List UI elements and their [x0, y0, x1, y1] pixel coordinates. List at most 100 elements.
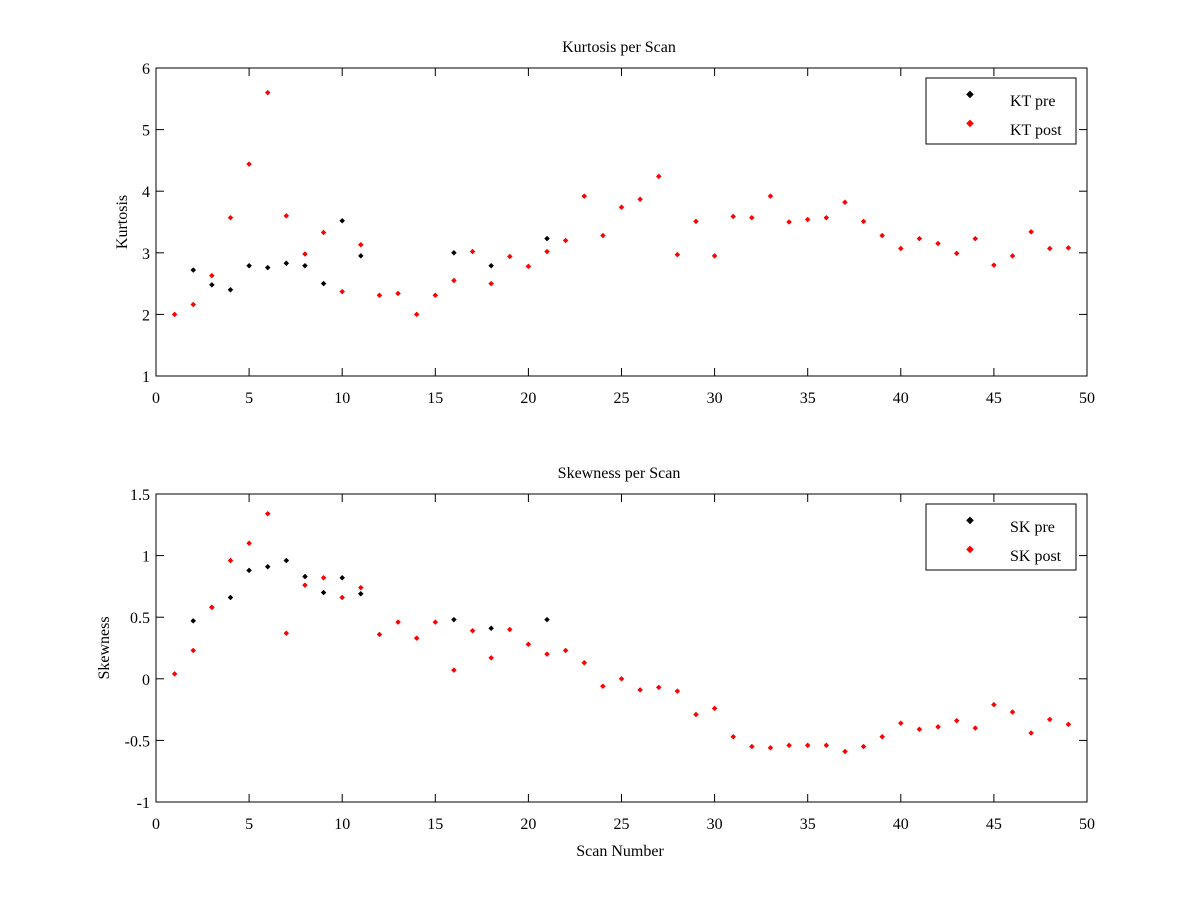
kurtosis-post-point — [693, 218, 699, 225]
skewness-post-point — [488, 655, 495, 661]
kurtosis-x-tick-label: 30 — [707, 390, 723, 407]
skewness-post-point — [953, 717, 960, 724]
kurtosis-post-point — [190, 301, 197, 308]
skewness-pre-point — [302, 573, 308, 580]
skewness-ticks — [155, 493, 1088, 803]
kurtosis-legend: ◆ KT pre ◆ KT post — [925, 77, 1077, 145]
skewness-x-axis-label: Scan Number — [576, 843, 664, 860]
skewness-legend-label-pre: SK pre — [1010, 519, 1055, 536]
skewness-post-point — [283, 630, 290, 637]
kurtosis-post-point — [860, 218, 867, 225]
kurtosis-post-point — [1065, 245, 1072, 251]
skewness-post-point — [842, 748, 848, 755]
skewness-y-tick-label: 0 — [142, 672, 150, 689]
skewness-legend-marker-post: ◆ — [966, 544, 974, 555]
kurtosis-y-axis-label: Kurtosis — [114, 195, 131, 249]
skewness-post-point — [1028, 730, 1034, 736]
kurtosis-x-tick-label: 10 — [334, 390, 350, 407]
kurtosis-post-point — [953, 250, 960, 257]
skewness-x-tick-labels: 0 5 10 15 20 25 30 35 40 45 50 — [152, 816, 1095, 833]
skewness-y-tick-label: 1.5 — [130, 487, 150, 504]
skewness-legend-box — [925, 503, 1077, 571]
kurtosis-post-point — [320, 229, 327, 236]
skewness-post-point — [991, 701, 997, 708]
kurtosis-legend-label-post: KT post — [1010, 122, 1062, 139]
kurtosis-post-point — [972, 235, 979, 242]
skewness-y-tick-label: 1 — [142, 549, 150, 566]
kurtosis-pre-point — [357, 253, 364, 259]
skewness-post-point — [767, 744, 774, 751]
skewness-post-point — [1065, 721, 1072, 728]
skewness-post-point — [451, 667, 457, 674]
skewness-y-tick-label: -0.5 — [125, 733, 150, 750]
kurtosis-pre-point — [451, 249, 457, 256]
kurtosis-post-point — [451, 277, 457, 284]
skewness-legend: ◆ SK pre ◆ SK post — [925, 503, 1077, 571]
skewness-post-point — [693, 711, 699, 718]
skewness-post-point — [190, 647, 197, 654]
kurtosis-y-tick-label: 5 — [142, 123, 150, 140]
skewness-post-point — [916, 726, 923, 733]
skewness-post-point — [246, 540, 252, 547]
skewness-post-point — [302, 582, 308, 589]
skewness-post-point — [674, 688, 681, 694]
kurtosis-x-tick-label: 15 — [427, 390, 443, 407]
skewness-x-tick-label: 5 — [245, 816, 253, 833]
skewness-x-tick-label: 35 — [800, 816, 816, 833]
skewness-pre-point — [264, 563, 271, 570]
kurtosis-legend-box — [925, 77, 1077, 145]
kurtosis-post-point — [674, 251, 681, 258]
skewness-post-point — [432, 619, 439, 625]
skewness-y-tick-labels: -1 -0.5 0 0.5 1 1.5 — [125, 487, 150, 812]
skewness-pre-point — [544, 616, 550, 623]
skewness-pre-point — [357, 590, 364, 597]
kurtosis-ticks — [155, 67, 1088, 377]
skewness-post-point — [1046, 716, 1053, 723]
skewness-x-tick-label: 25 — [614, 816, 630, 833]
skewness-post-point — [804, 742, 811, 749]
skewness-post-point — [879, 733, 886, 740]
kurtosis-post-point — [339, 288, 346, 295]
kurtosis-post-point — [525, 263, 532, 270]
kurtosis-post-point — [209, 272, 215, 279]
skewness-post-point — [264, 510, 271, 517]
kurtosis-x-tick-label: 25 — [614, 390, 630, 407]
kurtosis-post-point — [935, 240, 941, 247]
skewness-post-point — [227, 557, 234, 564]
kurtosis-x-tick-label: 45 — [986, 390, 1002, 407]
skewness-post-point — [413, 635, 420, 641]
kurtosis-legend-label-pre: KT pre — [1010, 93, 1055, 110]
skewness-x-tick-label: 15 — [427, 816, 443, 833]
skewness-x-tick-label: 20 — [520, 816, 536, 833]
skewness-post-point — [1009, 709, 1016, 715]
kurtosis-post-point — [432, 292, 439, 299]
kurtosis-post-point — [562, 237, 569, 244]
kurtosis-post-point — [376, 292, 383, 299]
skewness-x-tick-label: 0 — [152, 816, 160, 833]
skewness-x-tick-label: 30 — [707, 816, 723, 833]
kurtosis-x-tick-label: 0 — [152, 390, 160, 407]
kurtosis-legend-marker-pre: ◆ — [966, 89, 974, 100]
kurtosis-post-point — [879, 232, 886, 239]
skewness-post-point — [897, 720, 904, 727]
kurtosis-pre-point — [283, 260, 290, 267]
kurtosis-x-tick-label: 40 — [893, 390, 909, 407]
skewness-pre-point — [451, 616, 457, 623]
kurtosis-post-point — [246, 161, 252, 167]
kurtosis-post-point — [786, 219, 792, 225]
kurtosis-post-point — [842, 199, 848, 206]
skewness-pre-point — [488, 625, 495, 632]
kurtosis-x-tick-label: 35 — [800, 390, 816, 407]
skewness-post-point — [171, 671, 178, 677]
kurtosis-points — [171, 89, 1072, 318]
kurtosis-post-point — [600, 232, 606, 239]
skewness-pre-point — [339, 574, 346, 581]
skewness-y-axis-label: Skewness — [96, 616, 113, 679]
kurtosis-post-point — [711, 253, 718, 259]
kurtosis-post-point — [991, 262, 997, 268]
kurtosis-post-point — [544, 248, 550, 255]
kurtosis-post-point — [302, 251, 308, 257]
kurtosis-post-point — [767, 193, 774, 199]
kurtosis-pre-point — [339, 217, 346, 224]
kurtosis-post-point — [1009, 253, 1016, 259]
